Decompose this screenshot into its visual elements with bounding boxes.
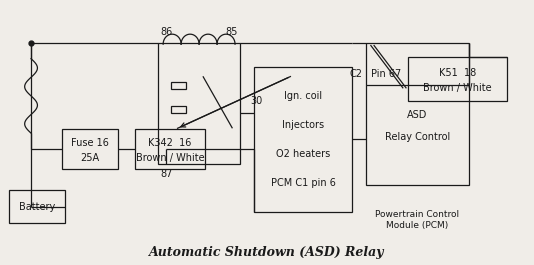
Text: 87: 87 [161, 169, 173, 179]
Text: 86: 86 [161, 27, 172, 37]
Bar [62, 129, 118, 169]
Text: Brown / White: Brown / White [423, 83, 492, 93]
Text: Battery: Battery [19, 202, 55, 212]
Bar [171, 106, 186, 113]
Text: Pin 67: Pin 67 [371, 69, 401, 79]
Text: Brown / White: Brown / White [136, 153, 205, 163]
Text: 25A: 25A [80, 153, 99, 163]
Bar [171, 82, 186, 89]
Text: Relay Control: Relay Control [385, 132, 450, 142]
Text: K51  18: K51 18 [439, 68, 476, 78]
Text: ASD: ASD [407, 110, 428, 120]
Text: Automatic Shutdown (ASD) Relay: Automatic Shutdown (ASD) Relay [149, 246, 385, 259]
Bar [408, 57, 507, 101]
Text: Injectors: Injectors [282, 120, 324, 130]
Text: 85: 85 [225, 27, 238, 37]
Text: O2 heaters: O2 heaters [276, 149, 330, 158]
Bar [366, 85, 469, 185]
Bar [254, 67, 352, 211]
Bar [136, 129, 205, 169]
Text: K342  16: K342 16 [148, 138, 192, 148]
Bar [158, 43, 240, 164]
Text: Powertrain Control
Module (PCM): Powertrain Control Module (PCM) [375, 210, 460, 230]
Bar [9, 191, 65, 223]
Text: PCM C1 pin 6: PCM C1 pin 6 [271, 178, 335, 188]
Text: Fuse 16: Fuse 16 [71, 138, 109, 148]
Text: Ign. coil: Ign. coil [284, 91, 322, 101]
Text: C2: C2 [350, 69, 363, 79]
Text: 30: 30 [250, 96, 262, 106]
